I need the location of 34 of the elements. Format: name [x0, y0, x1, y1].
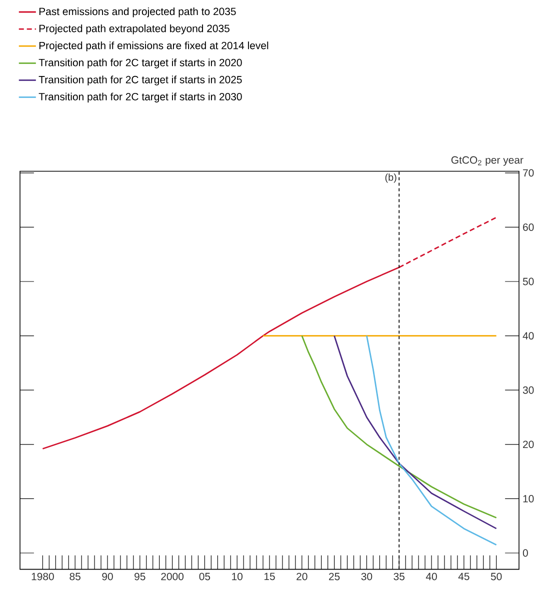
legend-label: Past emissions and projected path to 2035 [39, 7, 236, 18]
x-tick-label: 1980 [32, 572, 54, 580]
legend-label: Projected path if emissions are fixed at 2014 level [39, 42, 268, 52]
x-tick-label: 20 [296, 572, 308, 580]
y-tick-label: 0 [522, 549, 528, 557]
x-tick-label: 2000 [161, 572, 184, 580]
y-tick-label: 50 [522, 278, 534, 286]
x-tick-label: 90 [102, 572, 113, 580]
legend-label: Transition path for 2C target if starts in 2020 [38, 58, 242, 68]
x-tick-label: 35 [394, 572, 404, 580]
y-tick-label: 60 [523, 224, 534, 231]
x-tick-label: 15 [264, 572, 275, 580]
x-tick-label: 25 [329, 572, 340, 580]
x-tick-label: 85 [70, 572, 80, 580]
legend-label: Projected path extrapolated beyond 2035 [39, 24, 230, 34]
line-series [301, 335, 498, 518]
x-tick-label: 50 [490, 572, 502, 580]
legend-label: Transition path for 2C target if starts in 2025 [38, 76, 242, 86]
line-series [366, 335, 498, 546]
x-tick-label: 10 [232, 572, 243, 580]
y-tick-label: 10 [523, 495, 534, 502]
y-axis-title: GtCO$_{2}$ per year [451, 156, 524, 166]
x-tick-label: 05 [199, 572, 210, 580]
y-tick-label: 40 [522, 332, 534, 340]
y-tick-label: 30 [522, 386, 534, 394]
line-series [334, 335, 498, 530]
x-tick-label: 95 [134, 572, 146, 580]
x-tick-label: 45 [458, 572, 470, 580]
legend-label: Transition path for 2C target if starts in 2030 [38, 92, 242, 102]
x-tick-label: 30 [361, 572, 372, 580]
y-tick-label: 70 [523, 169, 534, 177]
y-tick-label: 20 [523, 440, 534, 448]
x-tick-label: 40 [426, 572, 437, 580]
ref-line-label: (b) [385, 173, 396, 183]
